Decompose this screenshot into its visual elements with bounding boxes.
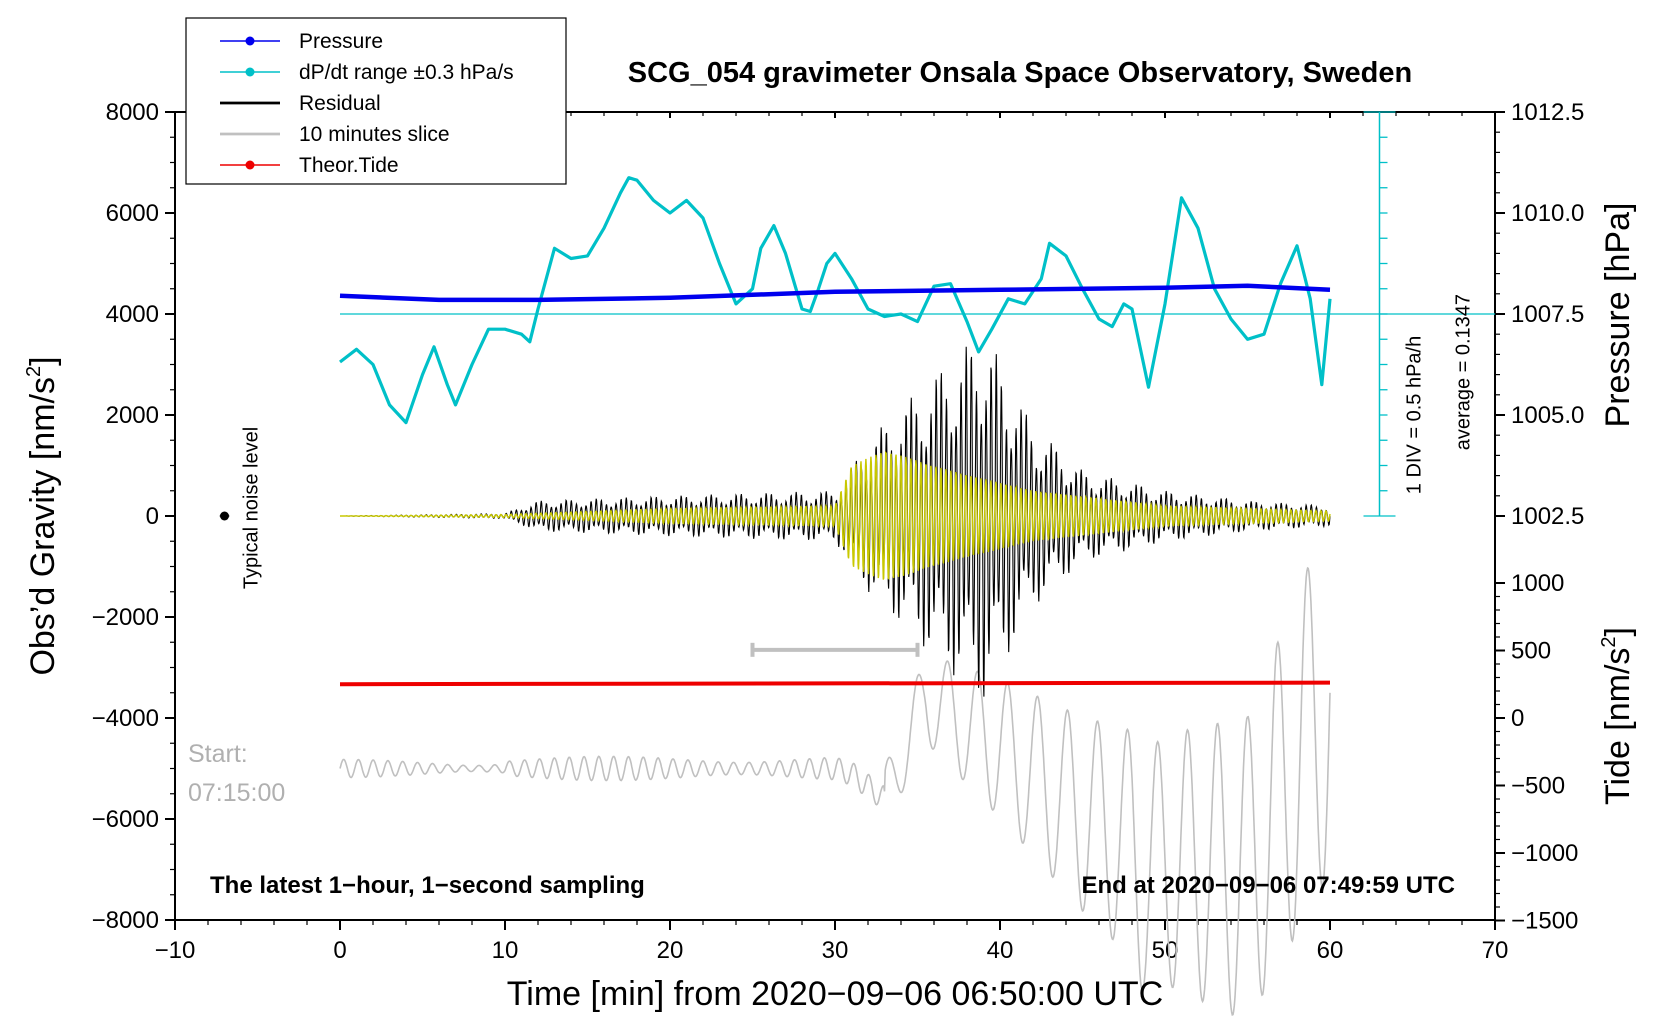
x-tick-label: 40 [987,937,1014,964]
y-left-tick-label: 6000 [106,200,159,227]
series-layer [339,176,1332,1017]
legend: Pressure dP/dt range ±0.3 hPa/s Residual 10… [185,17,567,185]
y-pressure-tick-label: 1005.0 [1511,402,1584,429]
y-axis-tide-label-sup: 2 [1598,636,1620,647]
chart-title: SCG_054 gravimeter Onsala Space Observat… [628,57,1412,89]
y-left-tick-label: 8000 [106,99,159,126]
sampling-note: The latest 1−hour, 1−second sampling [210,872,645,899]
noise-level-label: Typical noise level [241,427,263,589]
y-axis-left-label-main: Obs’d Gravity [nm/s [24,377,62,676]
legend-swatch-marker [245,36,255,46]
x-axis-label: Time [min] from 2020−09−06 06:50:00 UTC [507,975,1163,1013]
x-tick-label: 10 [492,937,519,964]
series-residual-yellow-line [340,450,1331,581]
legend-label: Residual [299,92,381,115]
y-tide-tick-label: −1500 [1511,908,1578,935]
series-10min-slice-line [339,566,1331,1017]
x-tick-label: 60 [1317,937,1344,964]
y-left-tick-label: 4000 [106,301,159,328]
y-tide-tick-label: −500 [1511,773,1565,800]
legend-label: dP/dt range ±0.3 hPa/s [299,61,514,84]
y-pressure-tick-label: 1012.5 [1511,99,1584,126]
scale-text-div: 1 DIV = 0.5 hPa/h [1404,336,1426,494]
scale-text-average: average = 0.1347 [1453,294,1475,450]
y-tide-tick-label: 0 [1511,705,1524,732]
x-tick-label: −10 [155,937,196,964]
series-tide-line [339,680,1331,687]
y-pressure-tick-label: 1010.0 [1511,200,1584,227]
legend-label: Pressure [299,30,383,53]
y-tide-tick-label: 500 [1511,638,1551,665]
y-tide-tick-label: −1000 [1511,840,1578,867]
x-tick-label: 70 [1482,937,1509,964]
x-tick-label: 0 [333,937,346,964]
y-left-tick-label: 2000 [106,402,159,429]
y-left-tick-label: −4000 [92,705,159,732]
legend-swatch-marker [245,67,255,77]
y-axis-tide-label: Tide [nm/s2] [1598,627,1637,805]
y-axis-left-label: Obs’d Gravity [nm/s2] [23,356,62,675]
noise-level-marker [220,511,229,521]
y-left-tick-label: −2000 [92,604,159,631]
y-axis-tide-label-main: Tide [nm/s [1599,648,1637,805]
annotation-layer: 1 DIV = 0.5 hPa/h average = 0.1347 Typical… [188,111,1495,899]
start-time: 07:15:00 [188,779,285,807]
series-dpdt-line [339,176,1332,425]
y-left-tick-label: −8000 [92,907,159,934]
y-axis-left-label-sup: 2 [23,366,45,377]
y-pressure-tick-label: 1007.5 [1511,301,1584,328]
y-left-tick-label: 0 [146,503,159,530]
start-label: Start: [188,740,248,768]
legend-box [185,17,567,185]
y-left-tick-label: −6000 [92,806,159,833]
legend-label: 10 minutes slice [299,123,450,146]
y-axis-pressure-label: Pressure [hPa] [1599,203,1637,428]
x-tick-label: 20 [657,937,684,964]
x-tick-label: 30 [822,937,849,964]
y-pressure-tick-label: 1002.5 [1511,503,1584,530]
series-pressure-line [339,283,1331,303]
y-axis-tide-label-end: ] [1599,627,1637,636]
legend-label: Theor.Tide [299,154,399,177]
x-tick-label: 50 [1152,937,1179,964]
y-axis-left-label-end: ] [24,356,62,365]
axis-ticks: −10 0 10 20 30 40 50 60 70 8000 6000 4000 2000 0 −2000… [92,99,1585,964]
y-tide-tick-label: 1000 [1511,570,1564,597]
end-time-note: End at 2020−09−06 07:49:59 UTC [1081,872,1455,899]
legend-swatch-marker [245,160,255,170]
